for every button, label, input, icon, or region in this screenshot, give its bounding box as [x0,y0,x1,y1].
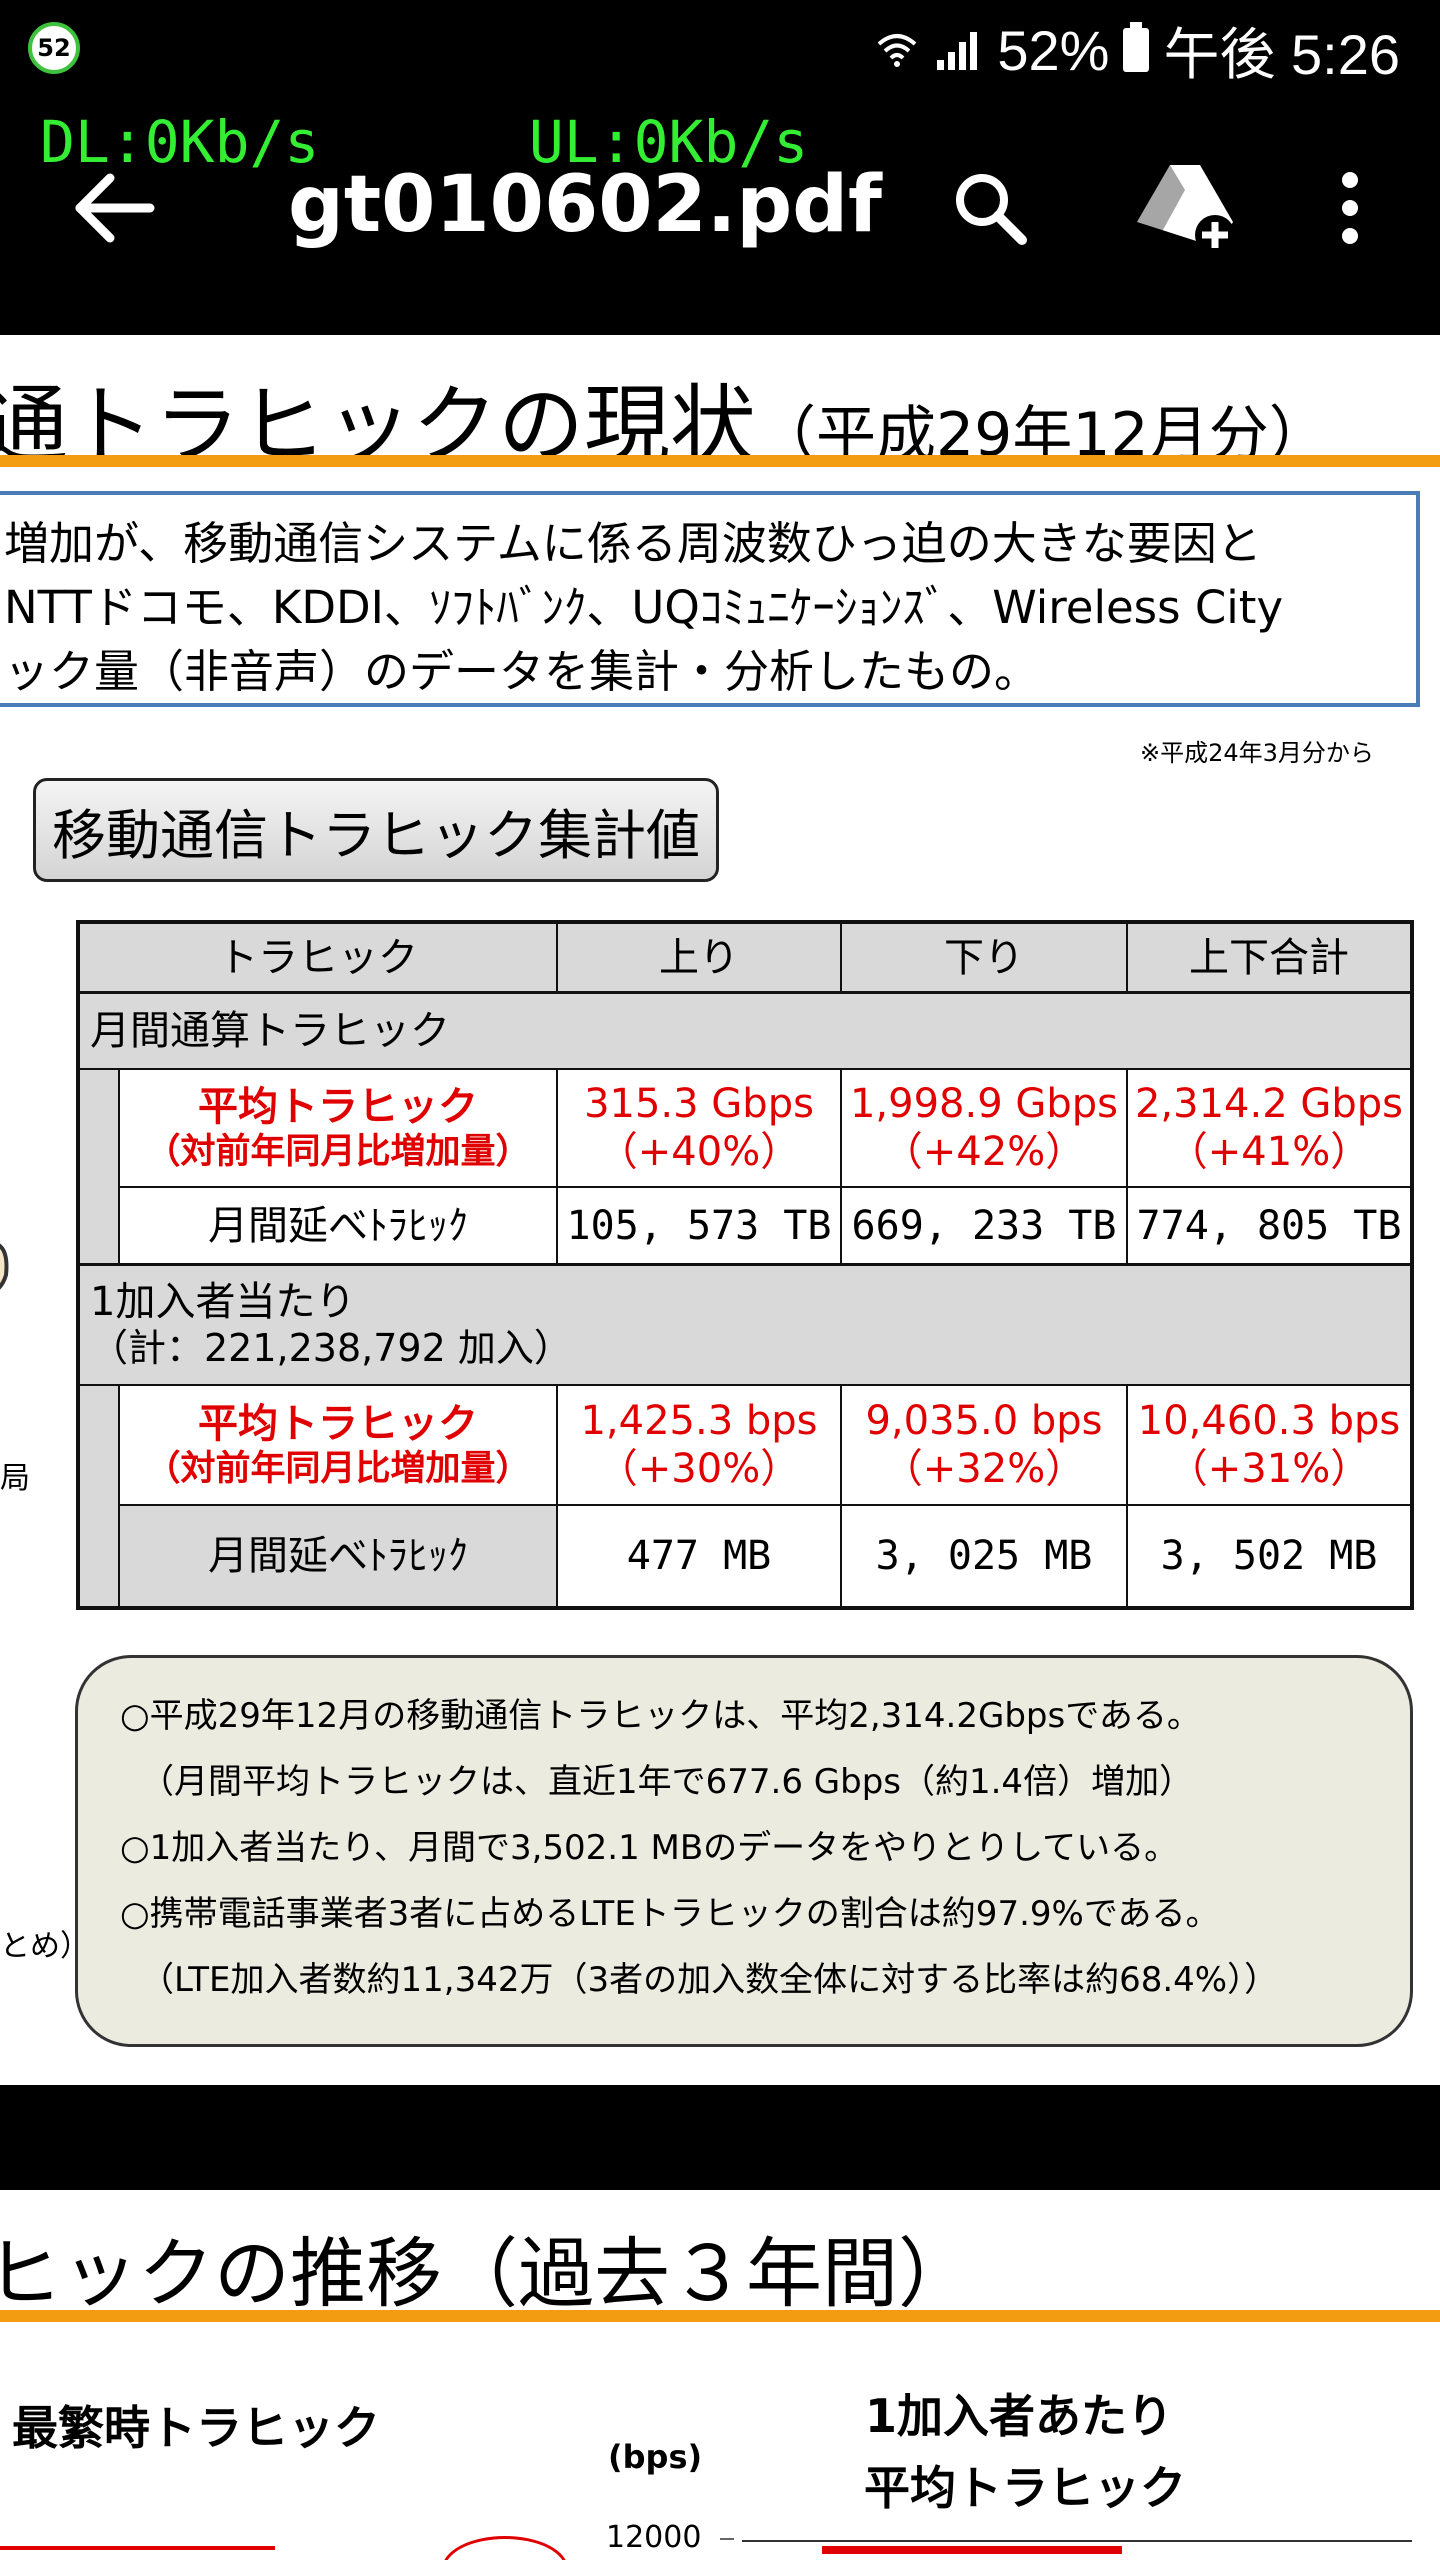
group-label: 1加入者当たり （計：221,238,792 加入） [80,1266,1410,1386]
summary-line: ○平成29年12月の移動通信トラヒックは、平均2,314.2Gbpsである。 [120,1696,1201,1736]
group-indent [80,1070,120,1266]
chart-bar-fragment [822,2546,1122,2554]
y-tick-label: 12000 [606,2520,702,2555]
chart-bar-fragment [0,2546,275,2550]
notification-badge: 52 [28,22,80,74]
row-label: 平均トラヒック （対前年同月比増加量） [120,1386,558,1506]
clipped-figure-icon [0,1243,9,1290]
footnote: ※平成24年3月分から [1140,739,1374,767]
cell-value: 9,035.0 bps [865,1398,1103,1444]
drive-add-icon[interactable] [1135,160,1235,255]
upload-speed: UL:0Kb/s [528,108,809,176]
group-label-sub: （計：221,238,792 加入） [90,1326,572,1371]
table-header: 上り [558,924,842,994]
chart-title-line: 1加入者あたり [864,2389,1173,2443]
group-indent [80,1386,120,1606]
cell-change: （+42%） [882,1129,1086,1175]
chart-title-right: 1加入者あたり 平均トラヒック [852,2380,1186,2518]
group-label: 月間通算トラヒック [80,994,1410,1070]
y-tick [720,2538,734,2540]
pdf-page-2[interactable]: ヒックの推移（過去３年間） 最繁時トラヒック (bps) 1加入者あたり 平均ト… [0,2190,1440,2560]
status-bar [0,0,1440,100]
table-cell: 10,460.3 bps （+31%） [1128,1386,1410,1506]
chart-annotation-circle [442,2536,568,2560]
download-speed: DL:0Kb/s [40,108,320,176]
table-header: トラヒック [80,924,558,994]
table-cell: 477 MB [558,1506,842,1606]
battery-percent: 52% [997,18,1110,82]
table-cell: 315.3 Gbps （+40%） [558,1070,842,1188]
row-label-main: 平均トラヒック [198,1401,478,1447]
table-cell: 9,035.0 bps （+32%） [842,1386,1128,1506]
description-box: 増加が、移動通信システムに係る周波数ひっ迫の大きな要因と NTTドコモ、KDDI… [0,491,1420,707]
summary-line: ○1加入者当たり、月間で3,502.1 MBのデータをやりとりしている。 [120,1828,1179,1868]
description-line: ック量（非音声）のデータを集計・分析したもの。 [4,645,1040,698]
cell-value: 1,998.9 Gbps [849,1081,1118,1127]
heading-rule [0,2310,1440,2322]
unit-label: (bps) [608,2438,703,2476]
table-cell: 2,314.2 Gbps （+41%） [1128,1070,1410,1188]
chart-frame-top [742,2540,1412,2542]
cell-change: （+30%） [597,1446,801,1492]
more-vert-icon[interactable] [1320,168,1380,248]
cell-change: （+31%） [1167,1446,1371,1492]
summary-line: （月間平均トラヒックは、直近1年で677.6 Gbps（約1.4倍）増加） [140,1762,1194,1802]
heading-rule [0,455,1440,467]
clock: 午後 5:26 [1163,22,1400,86]
table-cell: 774, 805 TB [1128,1188,1410,1266]
traffic-table: トラヒック 上り 下り 上下合計 月間通算トラヒック 平均トラヒック （対前年同… [76,920,1414,1610]
cell-value: 2,314.2 Gbps [1134,1081,1403,1127]
table-cell: 3, 025 MB [842,1506,1128,1606]
cell-value: 315.3 Gbps [584,1081,814,1127]
battery-icon [1123,22,1150,72]
back-arrow-icon[interactable] [70,168,160,248]
search-icon[interactable] [950,168,1030,248]
table-cell: 1,425.3 bps （+30%） [558,1386,842,1506]
cell-change: （+32%） [882,1446,1086,1492]
document-title: gt010602.pdf [288,160,882,250]
cell-value: 1,425.3 bps [580,1398,818,1444]
cell-change: （+41%） [1167,1129,1371,1175]
row-label-main: 平均トラヒック [198,1084,478,1130]
page-heading: ヒックの推移（過去３年間） [0,2229,974,2318]
table-cell: 105, 573 TB [558,1188,842,1266]
table-header: 下り [842,924,1128,994]
signal-icon [937,32,978,70]
row-label: 月間延べﾄﾗﾋｯｸ [120,1188,558,1266]
wifi-icon [878,34,917,67]
row-label-sub: （対前年同月比増加量） [145,1449,531,1489]
chart-title-line: 平均トラヒック [864,2461,1186,2515]
net-speed-overlay: DL:0Kb/s UL:0Kb/s [40,108,808,176]
summary-line: ○携帯電話事業者3者に占めるLTEトラヒックの割合は約97.9%である。 [120,1894,1220,1934]
description-line: 増加が、移動通信システムに係る周波数ひっ迫の大きな要因と [4,517,1262,570]
table-cell: 1,998.9 Gbps （+42%） [842,1070,1128,1188]
section-label: 移動通信トラヒック集計値 [33,778,719,882]
row-label: 平均トラヒック （対前年同月比増加量） [120,1070,558,1188]
summary-box: ○平成29年12月の移動通信トラヒックは、平均2,314.2Gbpsである。 （… [75,1655,1413,2047]
table-header: 上下合計 [1128,924,1410,994]
chart-title: 最繁時トラヒック [12,2401,380,2455]
row-label: 月間延べﾄﾗﾋｯｸ [120,1506,558,1606]
summary-line: （LTE加入者数約11,342万（3者の加入数全体に対する比率は約68.4%）） [140,1960,1279,2000]
cell-value: 10,460.3 bps [1137,1398,1401,1444]
clipped-text: 局 [0,1461,30,1496]
cell-change: （+40%） [597,1129,801,1175]
status-right: 52% 午後 5:26 [875,12,1400,88]
table-cell: 3, 502 MB [1160,1533,1378,1579]
row-label-sub: （対前年同月比増加量） [145,1132,531,1172]
pdf-page-1[interactable]: 通トラヒックの現状（平成29年12月分） 増加が、移動通信システムに係る周波数ひ… [0,335,1440,2085]
table-cell: 669, 233 TB [842,1188,1128,1266]
description-line: NTTドコモ、KDDI、ｿﾌﾄﾊﾞﾝｸ、UQｺﾐｭﾆｹｰｼｮﾝｽﾞ、Wirele… [4,581,1284,634]
group-label-main: 1加入者当たり [90,1279,356,1326]
